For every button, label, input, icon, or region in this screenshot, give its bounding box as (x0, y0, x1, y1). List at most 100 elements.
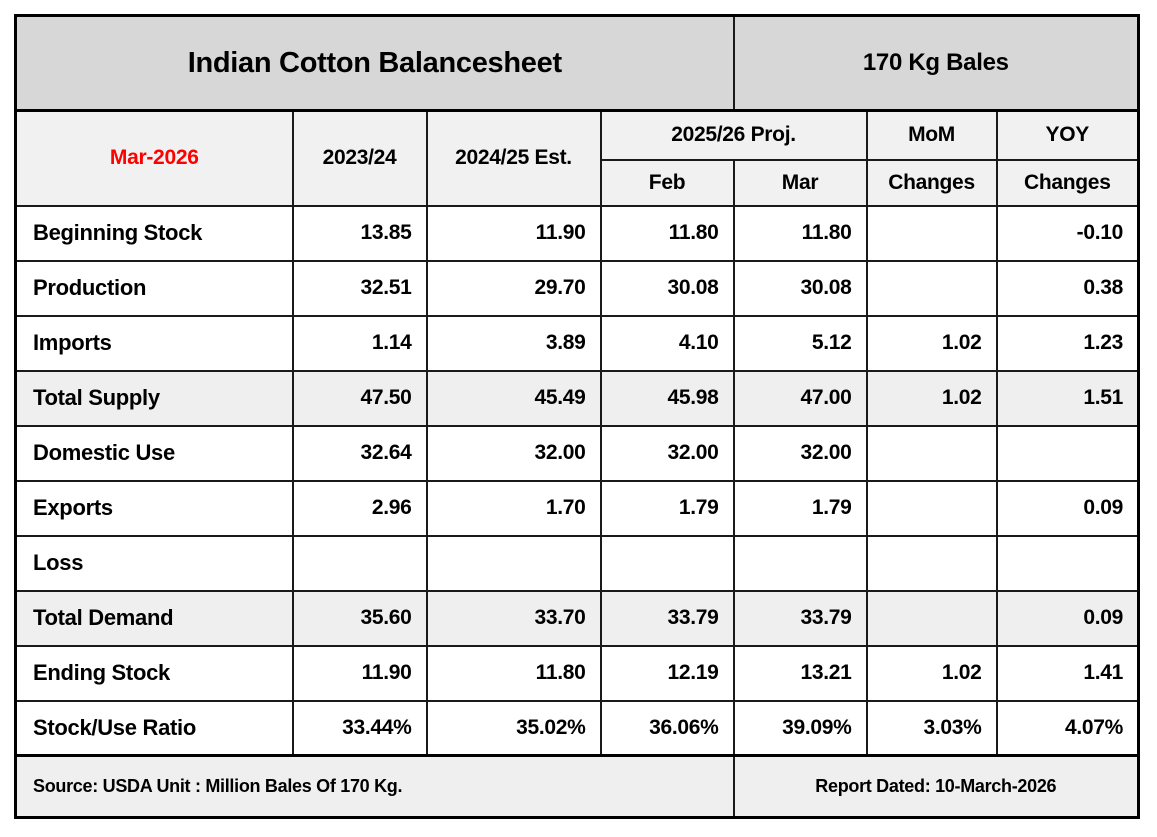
value-cell: -0.10 (995, 204, 1140, 262)
table-row-ending-stock: Ending Stock 11.90 11.80 12.19 13.21 1.0… (14, 644, 1140, 702)
column-header-2023-24: 2023/24 (291, 109, 428, 207)
value-cell: 3.89 (425, 314, 602, 372)
table-row-imports: Imports 1.14 3.89 4.10 5.12 1.02 1.23 (14, 314, 1140, 372)
value-cell (425, 534, 602, 592)
column-header-mom-changes: Changes (865, 158, 998, 207)
value-cell: 1.79 (599, 479, 735, 537)
balancesheet-table: Indian Cotton Balancesheet 170 Kg Bales … (14, 14, 1141, 819)
value-cell: 11.90 (425, 204, 602, 262)
value-cell: 1.02 (865, 369, 998, 427)
value-cell (291, 534, 428, 592)
value-cell (995, 534, 1140, 592)
value-cell: 45.49 (425, 369, 602, 427)
header-row-upper: Mar-2026 2023/24 2024/25 Est. 2025/26 Pr… (14, 109, 1140, 207)
value-cell: 0.09 (995, 589, 1140, 647)
column-header-yoy: YOY (995, 109, 1140, 161)
page-title: Indian Cotton Balancesheet (14, 14, 735, 112)
title-row: Indian Cotton Balancesheet 170 Kg Bales (14, 14, 1140, 112)
value-cell: 11.80 (732, 204, 868, 262)
column-header-yoy-changes: Changes (995, 158, 1140, 207)
report-date: Report Dated: 10-March-2026 (732, 754, 1140, 819)
value-cell: 3.03% (865, 699, 998, 757)
row-label: Domestic Use (14, 424, 294, 482)
value-cell: 1.51 (995, 369, 1140, 427)
table-row-stock-use-ratio: Stock/Use Ratio 33.44% 35.02% 36.06% 39.… (14, 699, 1140, 757)
column-header-mar: Mar (732, 158, 868, 207)
value-cell (865, 589, 998, 647)
value-cell: 11.80 (425, 644, 602, 702)
value-cell: 45.98 (599, 369, 735, 427)
value-cell: 33.79 (599, 589, 735, 647)
value-cell (599, 534, 735, 592)
value-cell: 11.80 (599, 204, 735, 262)
row-label: Production (14, 259, 294, 317)
value-cell: 35.02% (425, 699, 602, 757)
row-label: Total Demand (14, 589, 294, 647)
report-period: Mar-2026 (14, 109, 294, 207)
source-note: Source: USDA Unit : Million Bales Of 170… (14, 754, 735, 819)
column-header-2025-26-proj: 2025/26 Proj. (599, 109, 868, 161)
table-row-domestic-use: Domestic Use 32.64 32.00 32.00 32.00 (14, 424, 1140, 482)
value-cell: 4.07% (995, 699, 1140, 757)
value-cell: 29.70 (425, 259, 602, 317)
row-label: Beginning Stock (14, 204, 294, 262)
column-header-mom: MoM (865, 109, 998, 161)
value-cell: 32.00 (599, 424, 735, 482)
value-cell (865, 204, 998, 262)
table-row-loss: Loss (14, 534, 1140, 592)
footer-row: Source: USDA Unit : Million Bales Of 170… (14, 754, 1140, 819)
value-cell: 1.79 (732, 479, 868, 537)
column-header-feb: Feb (599, 158, 735, 207)
value-cell: 11.90 (291, 644, 428, 702)
value-cell: 1.02 (865, 644, 998, 702)
value-cell (865, 534, 998, 592)
table-row-total-demand: Total Demand 35.60 33.70 33.79 33.79 0.0… (14, 589, 1140, 647)
value-cell: 1.02 (865, 314, 998, 372)
row-label: Loss (14, 534, 294, 592)
row-label: Ending Stock (14, 644, 294, 702)
value-cell: 36.06% (599, 699, 735, 757)
value-cell (732, 534, 868, 592)
table-row-total-supply: Total Supply 47.50 45.49 45.98 47.00 1.0… (14, 369, 1140, 427)
value-cell: 0.38 (995, 259, 1140, 317)
value-cell: 47.50 (291, 369, 428, 427)
value-cell: 13.21 (732, 644, 868, 702)
row-label: Stock/Use Ratio (14, 699, 294, 757)
value-cell: 32.00 (732, 424, 868, 482)
value-cell: 0.09 (995, 479, 1140, 537)
value-cell: 32.00 (425, 424, 602, 482)
value-cell: 33.44% (291, 699, 428, 757)
row-label: Total Supply (14, 369, 294, 427)
value-cell: 33.70 (425, 589, 602, 647)
header-row-lower: Feb Mar Changes Changes (16, 158, 1140, 207)
value-cell: 1.41 (995, 644, 1140, 702)
value-cell: 32.51 (291, 259, 428, 317)
row-label: Exports (14, 479, 294, 537)
value-cell (995, 424, 1140, 482)
value-cell: 1.70 (425, 479, 602, 537)
value-cell: 30.08 (732, 259, 868, 317)
table-row-exports: Exports 2.96 1.70 1.79 1.79 0.09 (14, 479, 1140, 537)
table-row-production: Production 32.51 29.70 30.08 30.08 0.38 (14, 259, 1140, 317)
table-row-beginning-stock: Beginning Stock 13.85 11.90 11.80 11.80 … (14, 204, 1140, 262)
value-cell: 47.00 (732, 369, 868, 427)
value-cell: 30.08 (599, 259, 735, 317)
value-cell (865, 259, 998, 317)
value-cell: 1.14 (291, 314, 428, 372)
value-cell (865, 424, 998, 482)
value-cell: 32.64 (291, 424, 428, 482)
value-cell: 35.60 (291, 589, 428, 647)
value-cell (865, 479, 998, 537)
value-cell: 39.09% (732, 699, 868, 757)
value-cell: 4.10 (599, 314, 735, 372)
value-cell: 13.85 (291, 204, 428, 262)
value-cell: 5.12 (732, 314, 868, 372)
column-header-2024-25-est: 2024/25 Est. (425, 109, 602, 207)
value-cell: 2.96 (291, 479, 428, 537)
value-cell: 12.19 (599, 644, 735, 702)
bales-unit-label: 170 Kg Bales (732, 14, 1140, 112)
row-label: Imports (14, 314, 294, 372)
value-cell: 33.79 (732, 589, 868, 647)
value-cell: 1.23 (995, 314, 1140, 372)
